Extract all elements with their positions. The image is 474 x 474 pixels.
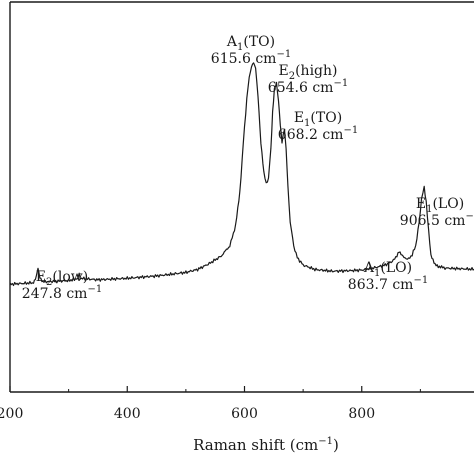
annotation-mode-label: E2(low) — [36, 269, 88, 288]
x-tick-label-600: 600 — [231, 406, 258, 422]
annotation-mode-label: A1(TO) — [226, 34, 275, 53]
annotation-mode-label: E2(high) — [278, 63, 337, 82]
annotation-mode-label: E1(LO) — [416, 196, 464, 215]
annotation-e2-high: E2(high)654.6 cm−1 — [268, 63, 348, 96]
annotation-wavenumber: 247.8 cm−1 — [22, 284, 102, 302]
x-tick-label-200: 200 — [0, 406, 23, 422]
annotation-e1-to: E1(TO)668.2 cm−1 — [278, 110, 358, 143]
annotation-wavenumber: 906.5 cm−1 — [400, 211, 474, 229]
annotation-a1-to: A1(TO)615.6 cm−1 — [211, 34, 291, 67]
annotation-mode-label: E1(TO) — [294, 110, 342, 129]
annotation-a1-lo: A1(LO)863.7 cm−1 — [348, 260, 428, 293]
annotation-wavenumber: 863.7 cm−1 — [348, 275, 428, 293]
x-axis-title: Raman shift (cm−1) — [193, 436, 339, 454]
annotation-e2-low: E2(low)247.8 cm−1 — [22, 269, 102, 302]
annotation-wavenumber: 615.6 cm−1 — [211, 49, 291, 67]
x-axis-ticks — [9, 386, 421, 392]
x-tick-label-800: 800 — [348, 406, 375, 422]
spectrum-line — [9, 62, 474, 287]
x-axis-tick-labels: 200 400 600 800 — [0, 406, 375, 422]
annotation-wavenumber: 654.6 cm−1 — [268, 78, 348, 96]
annotation-mode-label: A1(LO) — [363, 260, 412, 279]
plot-frame — [9, 1, 474, 393]
peak-annotations: E2(low)247.8 cm−1 A1(TO)615.6 cm−1E2(high… — [22, 34, 474, 302]
annotation-e1-lo: E1(LO)906.5 cm−1 — [400, 196, 474, 229]
annotation-wavenumber: 668.2 cm−1 — [278, 125, 358, 143]
x-tick-label-400: 400 — [114, 406, 141, 422]
